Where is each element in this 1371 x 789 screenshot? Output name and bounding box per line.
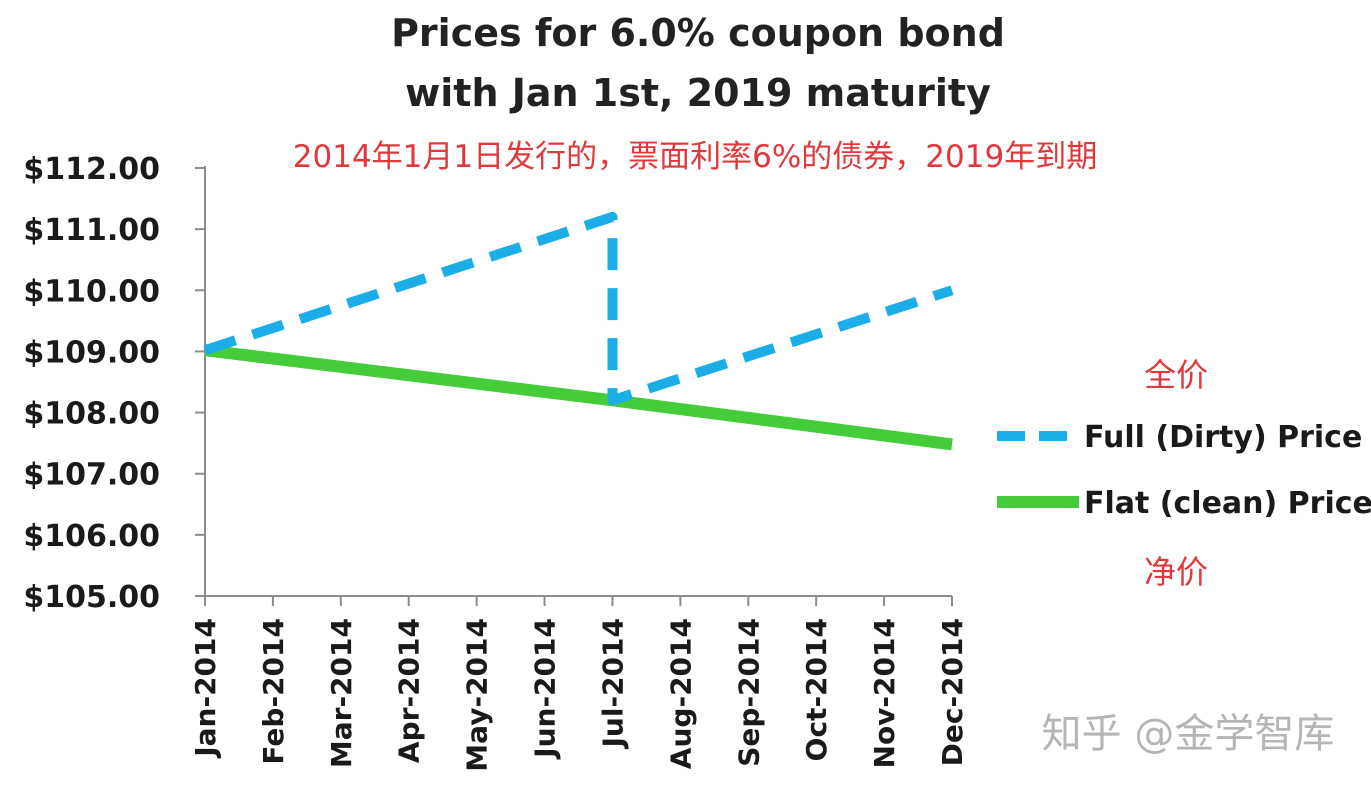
x-tick-label: Oct-2014 (800, 618, 833, 761)
y-tick-label: $111.00 (23, 213, 160, 248)
x-axis-ticks: Jan-2014 Feb-2014 Mar-2014 Apr-2014 May-2014… (189, 596, 969, 772)
full-dirty-price-line (203, 211, 954, 406)
chart-series (203, 211, 954, 451)
y-tick-label: $105.00 (23, 580, 160, 615)
x-tick-label: Sep-2014 (732, 618, 765, 767)
full-price-annotation: 全价 (1144, 356, 1208, 394)
chart-subtitle: 2014年1月1日发行的，票面利率6%的债券，2019年到期 (293, 139, 1097, 175)
y-tick-label: $110.00 (23, 274, 160, 309)
y-tick-label: $107.00 (23, 458, 160, 493)
y-tick-label: $109.00 (23, 335, 160, 370)
x-tick-label: Jun-2014 (529, 618, 562, 760)
y-tick-label: $108.00 (23, 397, 160, 432)
x-tick-label: Feb-2014 (257, 618, 290, 765)
chart-axes (204, 166, 952, 597)
x-tick-label: Jul-2014 (596, 618, 629, 750)
flat-clean-price-line (204, 344, 953, 451)
y-axis-ticks: $105.00 $106.00 $107.00 $108.00 $109.00 $110.… (23, 152, 205, 615)
chart-legend: Full (Dirty) Price Flat (clean) Price (997, 420, 1371, 521)
legend-label-clean-price: Flat (clean) Price (1084, 486, 1371, 521)
y-tick-label: $112.00 (23, 152, 160, 187)
y-tick-label: $106.00 (23, 519, 160, 554)
chart-title: Prices for 6.0% coupon bond with Jan 1st… (391, 11, 1005, 115)
watermark: 知乎 @金学智库 (1042, 711, 1335, 757)
clean-price-annotation: 净价 (1144, 553, 1208, 591)
legend-label-full-price: Full (Dirty) Price (1084, 420, 1362, 455)
chart-title-line-2: with Jan 1st, 2019 maturity (405, 71, 991, 115)
x-tick-label: Nov-2014 (868, 618, 901, 768)
x-tick-label: May-2014 (461, 618, 494, 772)
x-tick-label: Apr-2014 (393, 618, 426, 763)
x-tick-label: Jan-2014 (189, 618, 222, 759)
x-tick-label: Mar-2014 (325, 618, 358, 768)
x-tick-label: Aug-2014 (664, 618, 697, 769)
chart-title-line-1: Prices for 6.0% coupon bond (391, 11, 1005, 55)
x-tick-label: Dec-2014 (936, 618, 969, 766)
